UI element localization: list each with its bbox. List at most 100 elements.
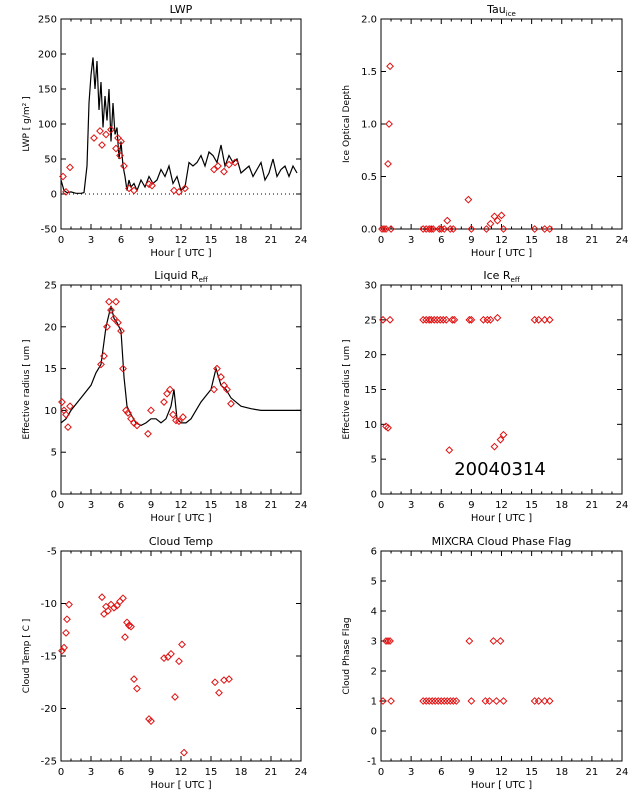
y-tick-label: 0.0 [361,225,377,236]
y-tick-label: -1 [367,757,377,768]
data-point-marker [125,621,133,630]
data-point-marker [107,125,115,134]
y-tick-label: 100 [38,120,57,131]
data-point-marker [125,184,133,193]
data-point-marker [144,429,152,438]
y-tick-label: -25 [41,757,57,768]
y-tick-label: 5 [371,577,377,588]
x-tick-label: 0 [378,500,384,511]
x-tick-label: 3 [88,767,94,778]
y-tick-label: -15 [41,652,57,663]
data-point-marker [66,163,74,172]
chart-title-subscript: eff [199,276,208,284]
data-point-marker [178,640,186,649]
data-point-marker [175,657,183,666]
data-point-marker [145,715,153,723]
data-point-marker [467,697,476,705]
series-line [60,57,298,194]
data-point-marker [121,633,129,642]
x-tick-label: 24 [295,767,308,778]
data-point-marker [440,697,449,705]
data-point-marker [490,212,499,221]
data-point-marker [59,172,67,181]
data-point-marker [62,628,70,637]
data-point-marker [112,297,120,306]
data-point-marker [530,225,539,233]
data-point-marker [419,225,428,233]
data-point-marker [133,421,141,430]
data-point-marker [171,693,179,701]
chart-title: Liquid Reff [154,269,208,284]
x-tick-label: 9 [148,767,154,778]
data-point-marker [490,442,499,451]
data-point-marker [175,187,183,196]
x-tick-label: 15 [525,767,538,778]
y-tick-label: 6 [371,547,377,558]
data-point-marker [175,417,183,426]
data-point-marker [169,410,177,419]
data-point-marker [213,364,221,373]
y-axis-label: Effective radius [ um ] [22,339,32,439]
x-tick-label: 12 [495,235,508,246]
y-tick-label: 2 [371,667,377,678]
x-tick-label: 18 [235,500,248,511]
panel-2: 0 3 6 9 12 15 18 21 24 0.0 0.5 1.0 1.5 2.0 Tauice Hour … [342,3,628,259]
data-point-marker [385,120,393,128]
data-point-marker [452,697,461,705]
data-point-marker [127,414,135,423]
plot-frame [380,18,623,230]
y-tick-label: -10 [41,599,57,610]
chart-title: LWP [170,3,193,16]
chart-title: MIXCRA Cloud Phase Flag [432,535,572,548]
data-point-marker [119,594,127,603]
data-point-marker [98,593,106,602]
x-axis-label: Hour [ UTC ] [150,780,211,791]
x-tick-label: 9 [148,235,154,246]
data-point-marker [97,360,105,369]
x-tick-label: 15 [205,767,218,778]
y-axis-label: Cloud Phase Flag [342,617,352,694]
data-point-marker [167,649,175,658]
data-point-marker [130,186,138,195]
data-point-marker [422,315,431,324]
x-tick-label: 0 [378,767,384,778]
data-point-marker [387,697,395,705]
y-tick-label: 5 [51,448,57,459]
x-tick-label: 15 [205,500,218,511]
data-point-marker [105,297,113,306]
data-point-marker [449,697,458,705]
data-point-marker [534,315,543,324]
data-point-marker [540,315,549,324]
data-point-marker [419,315,428,324]
data-point-marker [96,127,104,135]
data-point-marker [425,315,434,324]
x-tick-label: 6 [118,500,124,511]
data-point-marker [166,385,174,394]
data-point-marker [387,225,395,233]
data-point-marker [443,216,452,225]
data-point-marker [60,643,68,652]
x-tick-label: 18 [235,767,248,778]
data-point-marker [217,373,225,381]
data-point-marker [114,318,122,327]
data-point-marker [379,697,387,705]
data-point-marker [62,187,70,196]
data-point-marker [127,622,135,631]
data-point-marker [58,646,66,655]
y-tick-label: 20 [44,322,57,333]
plot-frame [60,18,302,230]
data-point-marker [534,697,543,705]
x-tick-label: 0 [58,235,64,246]
data-point-marker [493,216,502,225]
x-tick-label: 9 [468,767,474,778]
data-point-marker [540,697,549,705]
data-point-marker [448,315,457,324]
data-point-marker [386,315,394,324]
data-point-marker [124,409,132,417]
data-point-marker [445,446,454,455]
data-point-marker [436,315,445,324]
panel-1: 0 3 6 9 12 15 18 21 24-50050100150200250LWPHour … [22,3,307,259]
data-point-marker [110,603,118,612]
data-point-marker [435,225,444,233]
